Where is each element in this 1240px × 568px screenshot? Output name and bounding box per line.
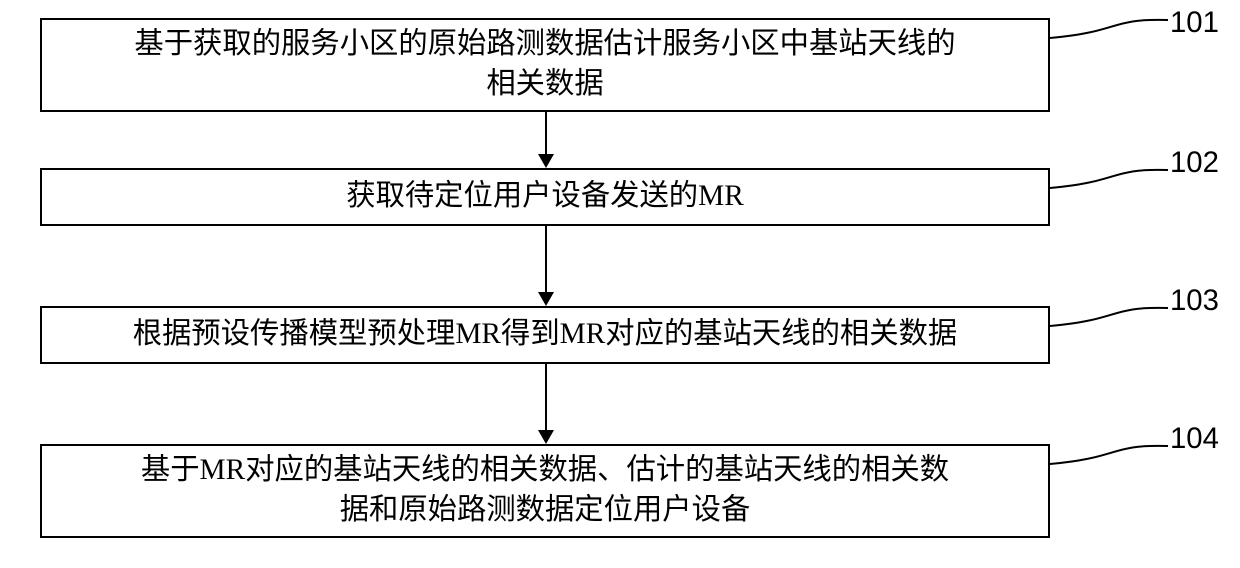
step-box-s3: 根据预设传播模型预处理MR得到MR对应的基站天线的相关数据: [40, 306, 1050, 364]
leader-curve-4: [1050, 404, 1240, 484]
step-box-s2: 获取待定位用户设备发送的MR: [40, 168, 1050, 226]
arrow-line-a12: [545, 112, 547, 154]
leader-curve-3: [1050, 266, 1240, 346]
step-text-s4: 基于MR对应的基站天线的相关数据、估计的基站天线的相关数 据和原始路测数据定位用…: [141, 451, 949, 530]
arrow-line-a23: [545, 226, 547, 292]
step-text-s1: 基于获取的服务小区的原始路测数据估计服务小区中基站天线的 相关数据: [134, 25, 955, 104]
step-box-s1: 基于获取的服务小区的原始路测数据估计服务小区中基站天线的 相关数据: [40, 18, 1050, 112]
step-text-s2: 获取待定位用户设备发送的MR: [346, 177, 744, 217]
leader-curve-1: [1050, 0, 1240, 58]
leader-curve-2: [1050, 128, 1240, 208]
arrow-line-a34: [545, 364, 547, 430]
step-text-s3: 根据预设传播模型预处理MR得到MR对应的基站天线的相关数据: [133, 315, 957, 355]
arrow-head-a34: [538, 430, 554, 444]
arrow-head-a23: [538, 292, 554, 306]
arrow-head-a12: [538, 154, 554, 168]
step-box-s4: 基于MR对应的基站天线的相关数据、估计的基站天线的相关数 据和原始路测数据定位用…: [40, 444, 1050, 538]
